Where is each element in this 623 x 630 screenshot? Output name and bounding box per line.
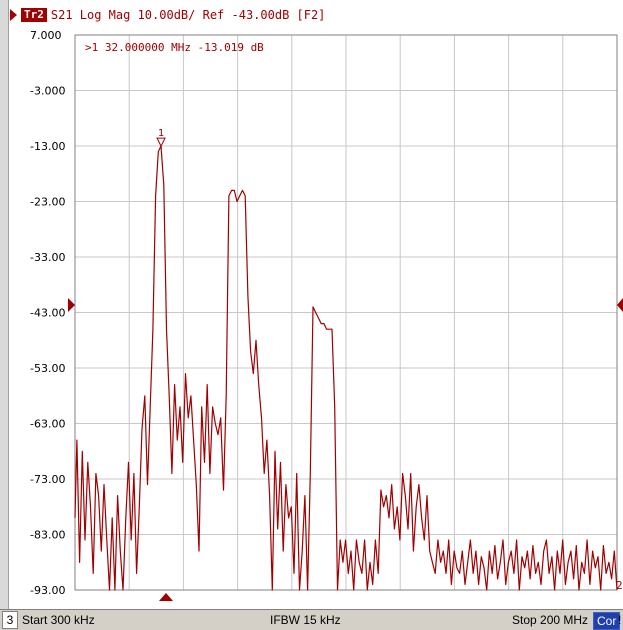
y-tick-label: -93.00 — [30, 584, 65, 597]
trace-series — [74, 145, 618, 591]
y-tick-label: -33.00 — [30, 251, 65, 264]
y-tick-label: -53.00 — [30, 362, 65, 375]
y-tick-labels: 7.000 -3.000 -13.00 -23.00 -33.00 -43.00 -53.0… — [30, 29, 65, 597]
y-tick-label: -63.00 — [30, 418, 65, 431]
marker-triangle-icon[interactable] — [156, 137, 166, 148]
marker-position-triangle-icon[interactable] — [159, 593, 173, 601]
stop-frequency[interactable]: Stop 200 MHz — [512, 613, 589, 627]
correction-indicator[interactable]: Cor — [593, 612, 621, 630]
status-bar: 3 Start 300 kHz IFBW 15 kHz Stop 200 MHz… — [0, 609, 623, 630]
marker-readout: >1 32.000000 MHz -13.019 dB — [85, 41, 264, 54]
ref-level-left-arrow-icon[interactable] — [68, 298, 75, 312]
status-extra: ! — [618, 613, 622, 627]
channel-number[interactable]: 3 — [2, 611, 18, 629]
marker-1[interactable]: 1 — [156, 128, 166, 148]
plot-frame — [74, 34, 618, 591]
trace-end-label: 2 — [616, 579, 623, 592]
y-tick-label: -23.00 — [30, 196, 65, 209]
y-tick-label: -13.00 — [30, 140, 65, 153]
y-tick-label: -83.00 — [30, 529, 65, 542]
y-tick-label: 7.000 — [30, 29, 62, 42]
y-tick-label: -3.000 — [30, 85, 65, 98]
grid — [74, 34, 618, 591]
trace-info: S21 Log Mag 10.00dB/ Ref -43.00dB [F2] — [50, 8, 326, 22]
start-frequency[interactable]: Start 300 kHz — [22, 613, 95, 627]
trace-header[interactable]: Tr2 S21 Log Mag 10.00dB/ Ref -43.00dB [F… — [10, 6, 325, 24]
active-trace-arrow-icon — [10, 9, 17, 21]
plot-area[interactable]: 7.000 -3.000 -13.00 -23.00 -33.00 -43.00 -53.0… — [0, 0, 623, 609]
ref-level-right-arrow-icon[interactable] — [617, 298, 623, 312]
trace-line — [74, 145, 618, 591]
y-tick-label: -73.00 — [30, 473, 65, 486]
if-bandwidth[interactable]: IFBW 15 kHz — [270, 613, 341, 627]
y-tick-label: -43.00 — [30, 307, 65, 320]
left-window-edge — [0, 0, 9, 610]
marker-number-label: 1 — [158, 128, 164, 139]
trace-badge[interactable]: Tr2 — [21, 8, 47, 22]
